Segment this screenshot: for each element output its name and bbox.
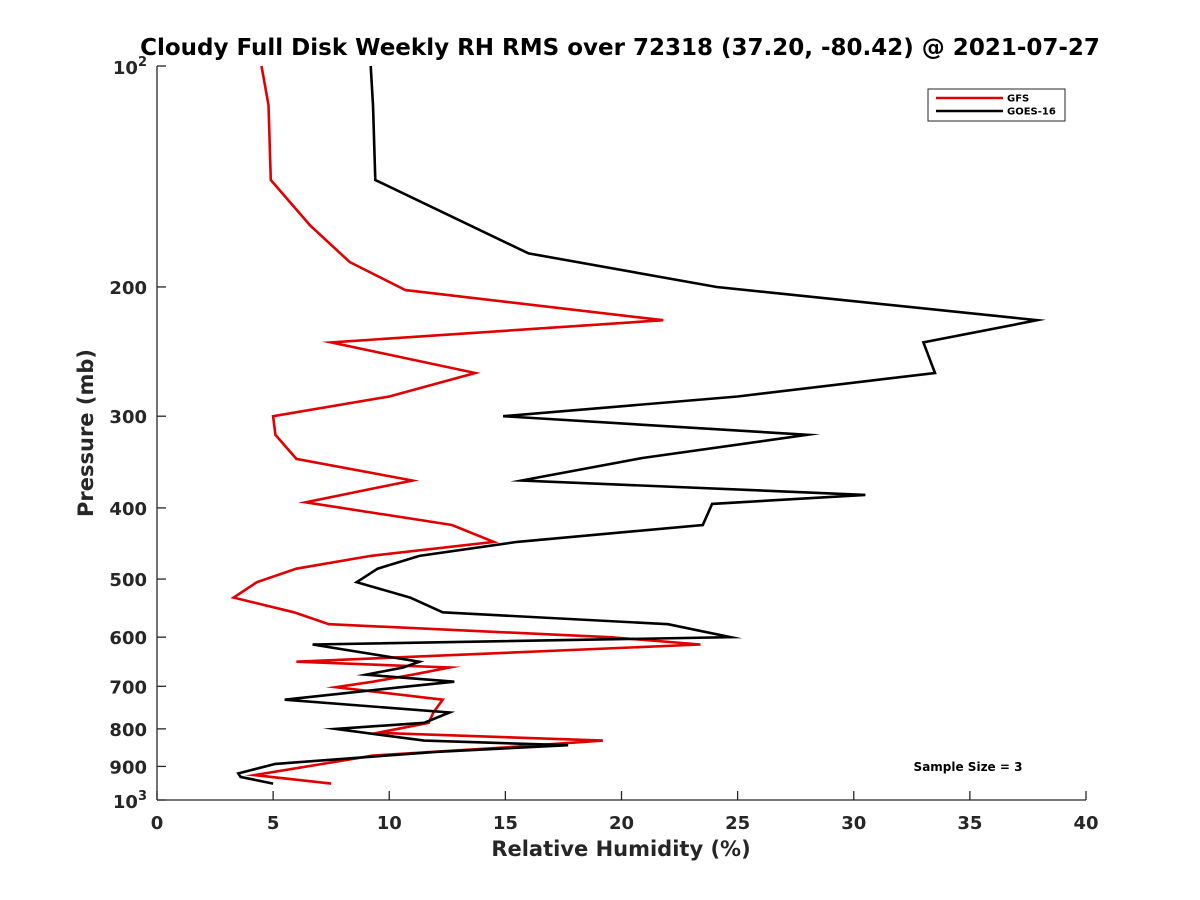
y-tick-label: 200 — [109, 278, 147, 299]
series-layer — [230, 65, 1047, 785]
chart-title: Cloudy Full Disk Weekly RH RMS over 7231… — [140, 35, 1100, 61]
x-tick-label: 5 — [267, 813, 280, 834]
y-tick-label: 600 — [109, 628, 147, 649]
y-tick-label: 500 — [109, 570, 147, 591]
legend-label-goes-16: GOES-16 — [1007, 107, 1056, 118]
x-axis-label: Relative Humidity (%) — [491, 837, 750, 861]
sample-size-annotation: Sample Size = 3 — [914, 760, 1023, 774]
y-tick-label: 300 — [109, 407, 147, 428]
legend-label-gfs: GFS — [1007, 94, 1029, 105]
x-tick-label: 25 — [725, 813, 750, 834]
x-axis-ticks: 0 5 10 15 20 25 30 35 40 — [151, 791, 1099, 834]
x-tick-label: 40 — [1073, 813, 1098, 834]
x-tick-label: 10 — [377, 813, 402, 834]
plot-area — [157, 66, 1086, 800]
y-tick-label: 400 — [109, 499, 147, 520]
y-tick-label: 700 — [109, 677, 147, 698]
y-axis-ticks: 200 300 400 500 600 700 800 900 102 103 — [109, 55, 166, 813]
x-tick-label: 15 — [493, 813, 518, 834]
y-power-tick-label: 102 — [113, 55, 147, 79]
series-line-goes-16 — [236, 65, 1047, 785]
y-tick-label: 800 — [109, 720, 147, 741]
legend-entries: GFS GOES-16 — [936, 94, 1056, 118]
y-axis-label: Pressure (mb) — [74, 349, 98, 517]
x-tick-label: 20 — [609, 813, 634, 834]
y-tick-label: 900 — [109, 757, 147, 778]
x-tick-label: 30 — [841, 813, 866, 834]
legend-box — [927, 88, 1066, 122]
legend: GFS GOES-16 — [927, 88, 1066, 122]
x-tick-label: 35 — [957, 813, 982, 834]
x-tick-label: 0 — [151, 813, 164, 834]
y-power-tick-label: 103 — [113, 789, 147, 813]
